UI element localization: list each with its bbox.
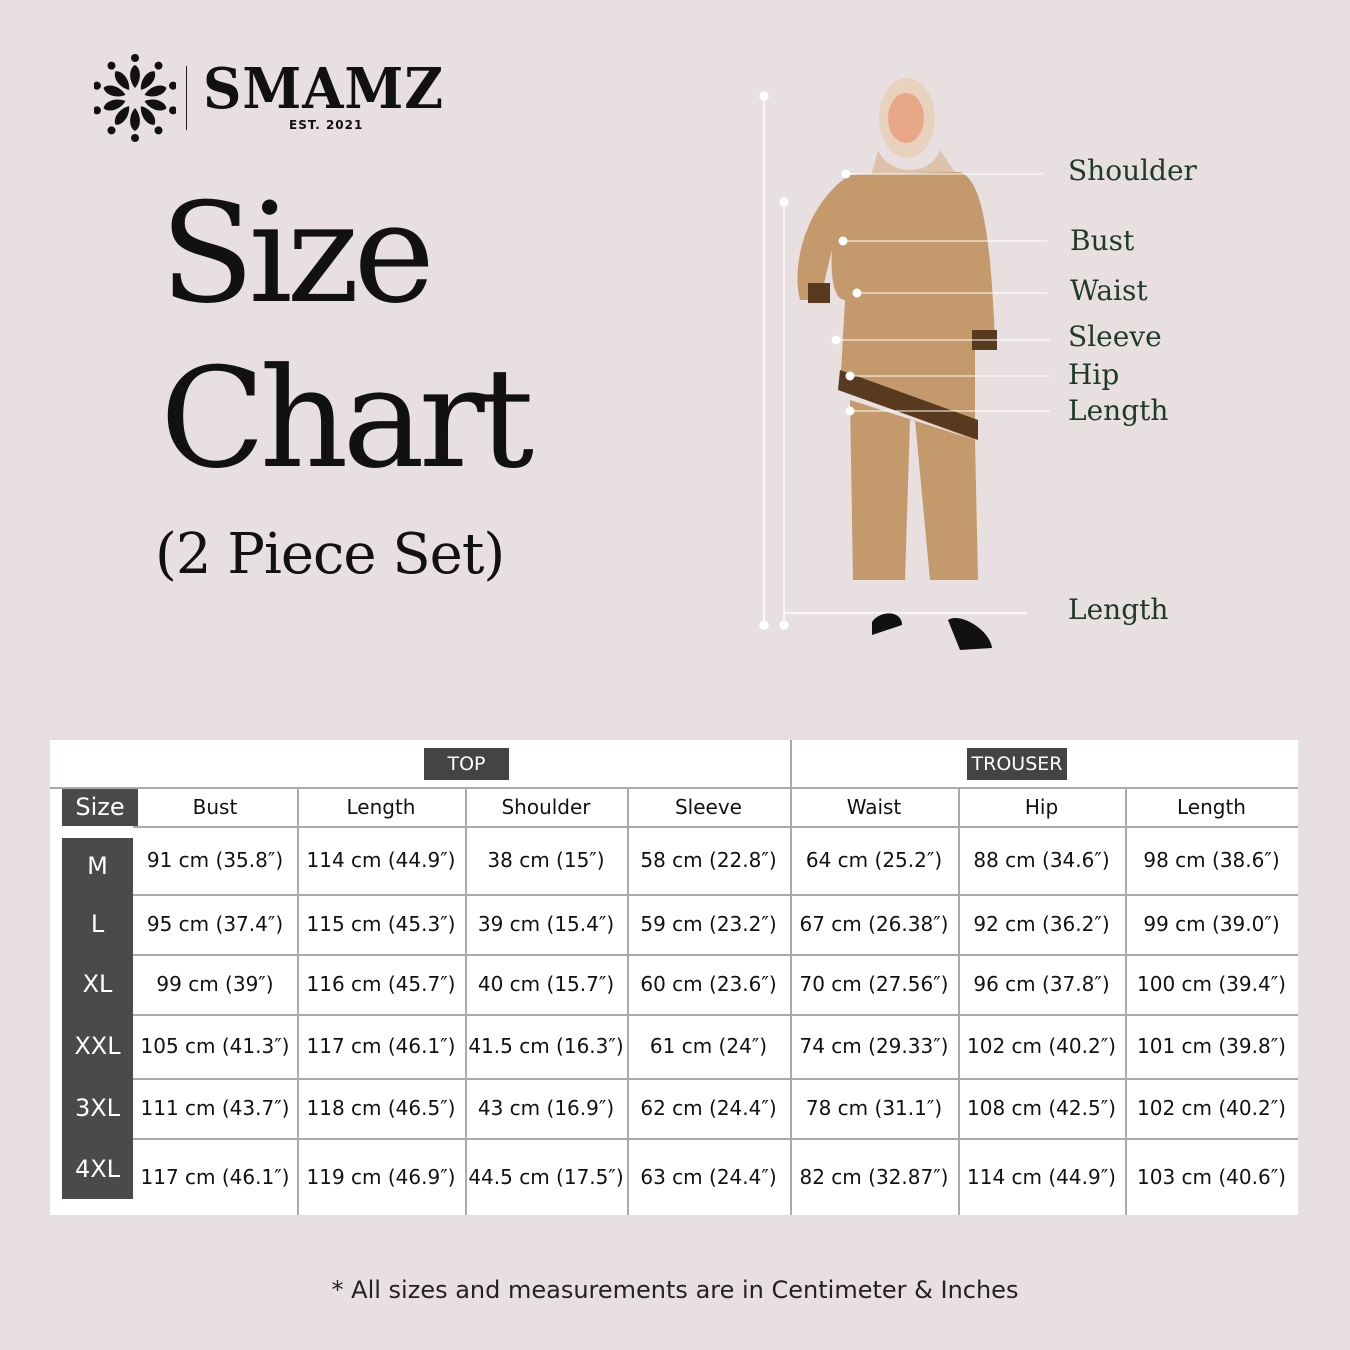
table-cell: 105 cm (41.3″) — [140, 1034, 290, 1058]
table-cell: 61 cm (24″) — [649, 1034, 768, 1058]
table-cell: 96 cm (37.8″) — [973, 972, 1110, 996]
header-line — [50, 787, 1298, 789]
table-cell: 58 cm (22.8″) — [640, 848, 777, 872]
column-divider — [790, 788, 792, 1215]
column-divider — [465, 788, 467, 1215]
row-divider — [133, 1014, 1298, 1016]
mandala-icon — [94, 54, 176, 142]
table-cell: 63 cm (24.4″) — [640, 1164, 777, 1189]
size-header: Size — [62, 788, 138, 826]
column-divider — [1125, 788, 1127, 1215]
column-header: Sleeve — [674, 795, 742, 819]
model-figure — [759, 78, 1050, 650]
column-header: Waist — [846, 795, 902, 819]
column-divider — [297, 788, 299, 1215]
column-header: Length — [1177, 795, 1246, 819]
column-header: Bust — [192, 795, 238, 819]
label-trouser-length: Length — [1068, 593, 1169, 626]
table-cell: 100 cm (39.4″) — [1137, 972, 1286, 996]
size-label: 3XL — [62, 1078, 133, 1138]
label-shoulder: Shoulder — [1068, 154, 1197, 187]
table-cell: 102 cm (40.2″) — [967, 1034, 1116, 1058]
table-cell: 82 cm (32.87″) — [799, 1164, 949, 1189]
table-cell: 91 cm (35.8″) — [146, 848, 284, 872]
label-waist: Waist — [1070, 274, 1148, 307]
table-cell: 117 cm (46.1″) — [306, 1034, 456, 1058]
column-header: Hip — [1024, 795, 1059, 819]
subtitle: (2 Piece Set) — [155, 522, 505, 587]
table-cell: 108 cm (42.5″) — [967, 1096, 1116, 1120]
table-cell: 116 cm (45.7″) — [306, 972, 456, 996]
table-cell: 92 cm (36.2″) — [973, 912, 1110, 936]
size-label: XXL — [62, 1014, 133, 1078]
table-cell: 114 cm (44.9″) — [306, 848, 456, 872]
table-cell: 118 cm (46.5″) — [306, 1096, 456, 1120]
row-divider — [133, 1138, 1298, 1140]
size-label: L — [62, 894, 133, 954]
column-divider — [627, 788, 629, 1215]
table-cell: 44.5 cm (17.5″) — [468, 1164, 624, 1189]
size-label: M — [62, 838, 133, 894]
table-cell: 74 cm (29.33″) — [799, 1034, 949, 1058]
table-cell: 119 cm (46.9″) — [306, 1164, 456, 1189]
table-cell: 62 cm (24.4″) — [640, 1096, 777, 1120]
brand-name: SMAMZ — [203, 56, 445, 122]
table-cell: 70 cm (27.56″) — [799, 972, 949, 996]
label-sleeve: Sleeve — [1068, 320, 1162, 353]
row-divider — [133, 954, 1298, 956]
size-label: 4XL — [62, 1138, 133, 1199]
table-cell: 40 cm (15.7″) — [477, 972, 615, 996]
logo-divider — [186, 66, 187, 130]
table-cell: 38 cm (15″) — [487, 848, 605, 872]
table-cell: 67 cm (26.38″) — [799, 912, 949, 936]
row-divider — [133, 1078, 1298, 1080]
table-cell: 115 cm (45.3″) — [306, 912, 456, 936]
table-cell: 102 cm (40.2″) — [1137, 1096, 1286, 1120]
table-cell: 99 cm (39″) — [156, 972, 274, 996]
table-cell: 64 cm (25.2″) — [805, 848, 943, 872]
title-line-2: Chart — [160, 338, 534, 499]
table-cell: 43 cm (16.9″) — [477, 1096, 615, 1120]
table-cell: 88 cm (34.6″) — [973, 848, 1110, 872]
column-header: Shoulder — [501, 795, 591, 819]
footnote: * All sizes and measurements are in Cent… — [331, 1276, 1019, 1304]
table-cell: 117 cm (46.1″) — [140, 1164, 290, 1189]
table-cell: 111 cm (43.7″) — [140, 1096, 290, 1120]
table-cell: 101 cm (39.8″) — [1137, 1034, 1286, 1058]
size-label: XL — [62, 954, 133, 1014]
table-cell: 95 cm (37.4″) — [146, 912, 284, 936]
label-bust: Bust — [1070, 224, 1135, 257]
size-table: TOP TROUSER Size Bust Length Shoulder Sleev… — [50, 740, 1298, 1215]
table-cell: 98 cm (38.6″) — [1143, 848, 1280, 872]
table-cell: 60 cm (23.6″) — [640, 972, 777, 996]
brand-established: EST. 2021 — [289, 118, 364, 132]
table-cell: 78 cm (31.1″) — [805, 1096, 943, 1120]
table-cell: 59 cm (23.2″) — [640, 912, 777, 936]
table-cell: 99 cm (39.0″) — [1143, 912, 1280, 936]
label-hip: Hip — [1068, 358, 1120, 391]
header-bottom-line — [133, 826, 1298, 828]
table-cell: 39 cm (15.4″) — [477, 912, 615, 936]
group-trouser: TROUSER — [967, 748, 1067, 780]
table-cell: 41.5 cm (16.3″) — [468, 1034, 624, 1058]
table-cell: 114 cm (44.9″) — [967, 1164, 1116, 1189]
row-divider — [133, 894, 1298, 896]
title-line-1: Size — [160, 173, 435, 334]
group-top: TOP — [424, 748, 509, 780]
column-header: Length — [346, 795, 416, 819]
table-cell: 103 cm (40.6″) — [1137, 1164, 1286, 1189]
label-top-length: Length — [1068, 394, 1169, 427]
column-divider — [958, 788, 960, 1215]
